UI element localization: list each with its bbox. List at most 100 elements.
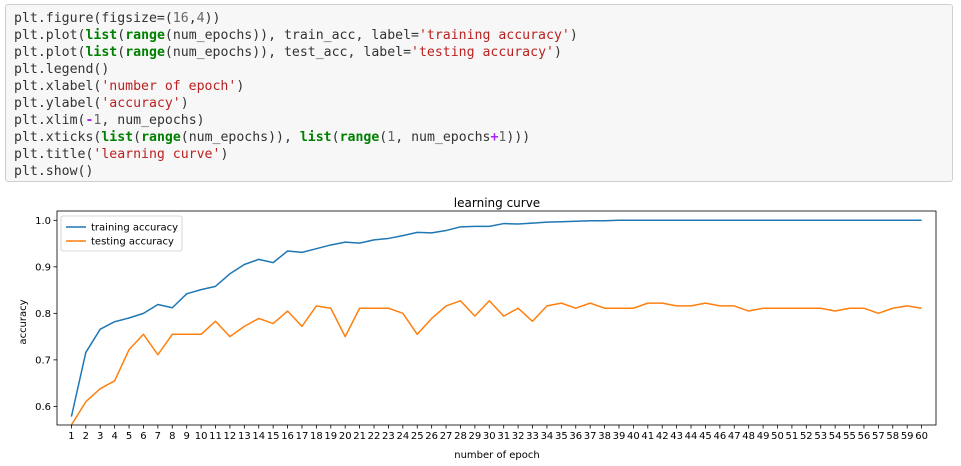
x-tick-label: 43 (670, 431, 683, 442)
x-tick-label: 1 (68, 431, 74, 442)
code-token: ))) (506, 130, 531, 145)
x-tick-label: 25 (411, 431, 424, 442)
x-tick-label: 21 (353, 431, 366, 442)
code-line: plt.xlim(-1, num_epochs) (14, 112, 952, 129)
x-tick-label: 7 (155, 431, 161, 442)
legend-label: testing accuracy (91, 237, 174, 248)
x-tick-label: 49 (757, 431, 770, 442)
code-token: 'learning curve' (93, 147, 221, 162)
code-token: plt.xticks( (14, 130, 102, 145)
code-token: 'accuracy' (101, 96, 181, 111)
code-line: plt.plot(list(range(num_epochs)), test_a… (14, 44, 952, 61)
code-token: 1 (93, 113, 102, 128)
x-tick-label: 8 (169, 431, 175, 442)
x-tick-label: 16 (281, 431, 294, 442)
code-token: , num_epochs) (101, 113, 205, 128)
code-cell[interactable]: plt.figure(figsize=(16,4)) plt.plot(list(… (5, 4, 953, 182)
plot-frame (56, 210, 937, 426)
code-token: + (490, 130, 499, 145)
x-tick-label: 38 (598, 431, 611, 442)
x-tick-label: 24 (396, 431, 409, 442)
code-token: 'training accuracy' (418, 28, 570, 43)
chart-title: learning curve (454, 196, 540, 210)
x-tick-label: 60 (915, 431, 928, 442)
code-token: plt.plot( (14, 28, 86, 43)
x-tick-label: 5 (126, 431, 132, 442)
code-line: plt.show() (14, 163, 952, 180)
x-tick-label: 51 (786, 431, 799, 442)
code-token: ( (117, 45, 126, 60)
code-token: 4 (196, 11, 205, 26)
code-token: plt.plot( (14, 45, 86, 60)
y-axis-label: accuracy (18, 299, 29, 344)
code-token: ) (180, 96, 189, 111)
x-tick-label: 18 (310, 431, 323, 442)
learning-curve-chart: learning curve accuracy number of epoch … (18, 196, 937, 461)
x-tick-label: 47 (728, 431, 741, 442)
x-tick-label: 6 (140, 431, 146, 442)
code-token: 1 (498, 130, 507, 145)
x-tick-label: 15 (267, 431, 280, 442)
x-tick-label: 45 (699, 431, 712, 442)
x-tick-label: 41 (641, 431, 654, 442)
x-tick-label: 48 (742, 431, 755, 442)
series-line-training (70, 219, 922, 417)
code-token: 'testing accuracy' (411, 45, 554, 60)
x-tick-label: 35 (555, 431, 568, 442)
x-tick-label: 53 (814, 431, 827, 442)
code-token: plt.figure(figsize=( (14, 11, 173, 26)
code-line: plt.figure(figsize=(16,4)) (14, 10, 952, 27)
x-tick-label: 52 (800, 431, 813, 442)
code-line: plt.xticks(list(range(num_epochs)), list… (14, 129, 952, 146)
code-line: plt.ylabel('accuracy') (14, 95, 952, 112)
y-tick-label: 1.0 (35, 216, 51, 227)
x-tick-label: 4 (111, 431, 117, 442)
x-tick-label: 37 (584, 431, 597, 442)
y-tick-label: 0.7 (35, 355, 51, 366)
code-line: plt.title('learning curve') (14, 146, 952, 163)
x-tick-label: 33 (526, 431, 539, 442)
x-tick-label: 2 (83, 431, 89, 442)
x-tick-label: 9 (184, 431, 190, 442)
legend-box (60, 215, 183, 252)
code-token: ) (220, 147, 229, 162)
x-tick-label: 57 (872, 431, 885, 442)
code-token: , (188, 11, 197, 26)
x-tick-label: 55 (843, 431, 856, 442)
series-line-testing (70, 300, 922, 426)
x-tick-label: 22 (368, 431, 381, 442)
code-token: ) (553, 45, 562, 60)
code-token: plt.xlim( (14, 113, 86, 128)
code-token: ( (379, 130, 388, 145)
x-tick-label: 50 (771, 431, 784, 442)
x-tick-label: 42 (656, 431, 669, 442)
code-token: , num_epochs (395, 130, 491, 145)
x-tick-label: 30 (483, 431, 496, 442)
code-token: range (125, 45, 165, 60)
code-block: plt.figure(figsize=(16,4)) plt.plot(list(… (14, 10, 952, 180)
code-token: plt.show() (14, 164, 94, 179)
plot-area: 1 2 3 4 5 6 7 8 9 10 11 12 13 14 15 16 17 18 19 20 21 22 23 24 2… (35, 210, 937, 442)
x-tick-label: 36 (569, 431, 582, 442)
code-token: ( (331, 130, 340, 145)
x-tick-label: 34 (541, 431, 554, 442)
legend-label: training accuracy (91, 223, 178, 234)
x-tick-label: 29 (469, 431, 482, 442)
code-token: plt.legend() (14, 62, 110, 77)
x-tick-label: 32 (512, 431, 525, 442)
code-token: ( (117, 28, 126, 43)
x-tick-label: 12 (224, 431, 237, 442)
code-token: (num_epochs)), (180, 130, 300, 145)
x-tick-label: 23 (382, 431, 395, 442)
x-tick-label: 56 (858, 431, 871, 442)
code-line: plt.legend() (14, 61, 952, 78)
code-token: - (85, 113, 94, 128)
x-tick-label: 44 (685, 431, 698, 442)
x-tick-label: 14 (252, 431, 265, 442)
x-tick-label: 26 (425, 431, 438, 442)
code-token: plt.title( (14, 147, 94, 162)
x-tick-label: 11 (209, 431, 222, 442)
x-tick-label: 46 (713, 431, 726, 442)
code-token: range (141, 130, 181, 145)
x-tick-label: 31 (497, 431, 510, 442)
